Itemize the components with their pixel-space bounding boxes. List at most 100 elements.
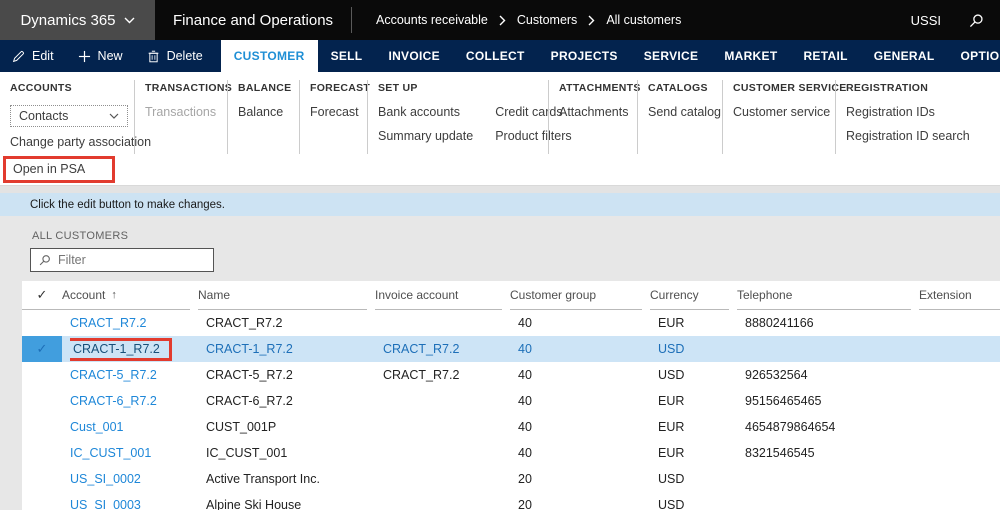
tab-market[interactable]: MARKET (724, 49, 778, 63)
currency-cell: EUR (658, 446, 685, 460)
table-row[interactable]: CRACT-6_R7.2 CRACT-6_R7.2 40 EUR 9515646… (22, 388, 1000, 414)
extension-cell (927, 414, 992, 440)
tab-customer[interactable]: CUSTOMER (220, 40, 318, 72)
name-cell: CRACT-1_R7.2 (206, 342, 293, 356)
chevron-down-icon (124, 17, 135, 24)
registration-ids-button[interactable]: Registration IDs (846, 105, 935, 119)
balance-button[interactable]: Balance (238, 105, 284, 119)
grid-header-row: ✓ Account ↑ Name Invoice account Customer… (22, 281, 1000, 310)
ribbon-group-balance: BALANCE Balance (228, 80, 300, 185)
row-checkbox[interactable] (22, 362, 62, 388)
telephone-cell: 95156465465 (745, 394, 822, 408)
top-navigation-bar: Dynamics 365 Finance and Operations Acco… (0, 0, 1000, 40)
column-header-account[interactable]: Account ↑ (62, 281, 190, 310)
row-checkbox[interactable] (22, 310, 62, 336)
row-checkbox[interactable] (22, 466, 62, 492)
account-link[interactable]: CRACT-1_R7.2 (70, 336, 198, 362)
table-row[interactable]: CRACT_R7.2 CRACT_R7.2 40 EUR 8880241166 (22, 310, 1000, 336)
customer-group-cell: 40 (518, 368, 532, 382)
extension-cell (927, 362, 992, 388)
customer-service-button[interactable]: Customer service (733, 105, 831, 119)
account-link[interactable]: CRACT-6_R7.2 (70, 394, 157, 408)
tab-options[interactable]: OPTIONS (960, 49, 1000, 63)
name-cell: CRACT-5_R7.2 (206, 368, 293, 382)
select-all-checkmark[interactable]: ✓ (22, 281, 62, 310)
telephone-cell: 8321546545 (745, 446, 815, 460)
contacts-dropdown[interactable]: Contacts (10, 105, 128, 127)
table-row[interactable]: US_SI_0002 Active Transport Inc. 20 USD (22, 466, 1000, 492)
tab-retail[interactable]: RETAIL (803, 49, 848, 63)
breadcrumb-view[interactable]: All customers (606, 13, 682, 27)
customer-group-cell: 40 (518, 394, 532, 408)
table-row[interactable]: CRACT-5_R7.2 CRACT-5_R7.2 CRACT_R7.2 40 … (22, 362, 1000, 388)
new-button[interactable]: New (66, 40, 135, 72)
filter-box[interactable] (30, 248, 214, 272)
pencil-icon (12, 50, 25, 63)
ribbon-group-setup: SET UP Bank accounts Summary update Cred… (368, 80, 572, 185)
invoice-account-cell (383, 492, 510, 510)
bank-accounts-button[interactable]: Bank accounts (378, 105, 460, 119)
change-party-association-button[interactable]: Change party association (10, 135, 152, 149)
column-header-name[interactable]: Name (198, 281, 367, 310)
column-header-customer-group[interactable]: Customer group (510, 281, 642, 310)
company-selector[interactable]: USSI (910, 12, 941, 28)
table-row-selected[interactable]: ✓ CRACT-1_R7.2 CRACT-1_R7.2 CRACT_R7.2 4… (22, 336, 1000, 362)
column-header-invoice-account[interactable]: Invoice account (375, 281, 502, 310)
filter-input[interactable] (58, 253, 205, 267)
edit-button[interactable]: Edit (0, 40, 66, 72)
table-row[interactable]: US_SI_0003 Alpine Ski House 20 USD (22, 492, 1000, 510)
invoice-account-cell (383, 388, 510, 414)
plus-icon (78, 50, 91, 63)
new-button-label: New (97, 49, 123, 63)
dynamics-365-menu[interactable]: Dynamics 365 (0, 0, 155, 40)
open-in-psa-button[interactable]: Open in PSA (3, 156, 116, 183)
account-link[interactable]: CRACT-5_R7.2 (70, 368, 157, 382)
ribbon-group-title: ACCOUNTS (10, 82, 72, 94)
row-checkbox[interactable] (22, 440, 62, 466)
invoice-account-cell (383, 310, 510, 336)
breadcrumb-page[interactable]: Customers (516, 13, 578, 27)
column-header-currency[interactable]: Currency (650, 281, 729, 310)
customer-group-cell: 40 (518, 342, 532, 356)
tab-sell[interactable]: SELL (330, 49, 363, 63)
account-link[interactable]: US_SI_0003 (70, 498, 141, 510)
send-catalog-button[interactable]: Send catalog (648, 105, 721, 119)
delete-button[interactable]: Delete (135, 40, 215, 72)
tab-invoice[interactable]: INVOICE (388, 49, 440, 63)
row-checkmark-icon[interactable]: ✓ (22, 336, 62, 362)
row-checkbox[interactable] (22, 492, 62, 510)
chevron-right-icon (588, 15, 595, 26)
tab-collect[interactable]: COLLECT (465, 49, 525, 63)
account-link[interactable]: IC_CUST_001 (70, 446, 152, 460)
breadcrumb-module[interactable]: Accounts receivable (376, 13, 488, 27)
account-link[interactable]: Cust_001 (70, 420, 124, 434)
ribbon-group-transactions: TRANSACTIONS Transactions (135, 80, 233, 185)
product-filters-button[interactable]: Product filters (495, 129, 572, 143)
column-header-telephone[interactable]: Telephone (737, 281, 911, 310)
divider (351, 7, 352, 33)
column-header-extension[interactable]: Extension (919, 281, 1000, 310)
summary-update-button[interactable]: Summary update (378, 129, 474, 143)
customer-group-cell: 40 (518, 420, 532, 434)
registration-id-search-button[interactable]: Registration ID search (846, 129, 970, 143)
ribbon-group-title: TRANSACTIONS (145, 82, 233, 94)
search-icon[interactable] (969, 13, 984, 28)
row-checkbox[interactable] (22, 414, 62, 440)
account-link[interactable]: CRACT_R7.2 (70, 316, 147, 330)
tab-general[interactable]: GENERAL (873, 49, 935, 63)
attachments-button[interactable]: Attachments (559, 105, 629, 119)
ribbon-group-title: CUSTOMER SERVICE (733, 82, 847, 94)
table-row[interactable]: Cust_001 CUST_001P 40 EUR 4654879864654 (22, 414, 1000, 440)
tab-projects[interactable]: PROJECTS (550, 49, 618, 63)
account-link[interactable]: US_SI_0002 (70, 472, 141, 486)
chevron-down-icon (109, 113, 119, 119)
forecast-button[interactable]: Forecast (310, 105, 359, 119)
credit-cards-button[interactable]: Credit cards (495, 105, 563, 119)
trash-icon (147, 50, 160, 63)
row-checkbox[interactable] (22, 388, 62, 414)
table-row[interactable]: IC_CUST_001 IC_CUST_001 40 EUR 832154654… (22, 440, 1000, 466)
currency-cell: USD (658, 472, 685, 486)
telephone-cell (745, 336, 919, 362)
sort-ascending-icon: ↑ (111, 289, 117, 301)
tab-service[interactable]: SERVICE (643, 49, 699, 63)
